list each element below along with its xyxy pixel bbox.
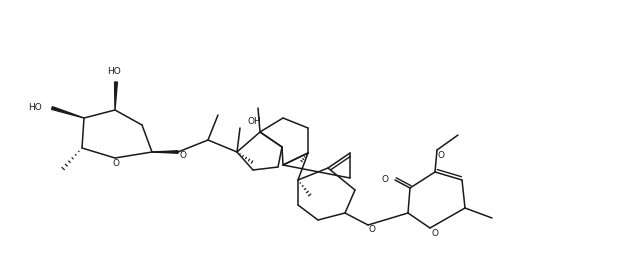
Text: O: O: [113, 159, 119, 168]
Text: O: O: [431, 229, 438, 239]
Polygon shape: [51, 107, 84, 118]
Polygon shape: [152, 151, 178, 153]
Text: O: O: [180, 152, 186, 161]
Text: HO: HO: [107, 68, 121, 77]
Text: HO: HO: [28, 103, 42, 112]
Polygon shape: [115, 82, 118, 110]
Text: O: O: [438, 151, 444, 159]
Text: O: O: [382, 176, 389, 185]
Text: OH: OH: [248, 118, 262, 126]
Text: O: O: [368, 226, 376, 234]
